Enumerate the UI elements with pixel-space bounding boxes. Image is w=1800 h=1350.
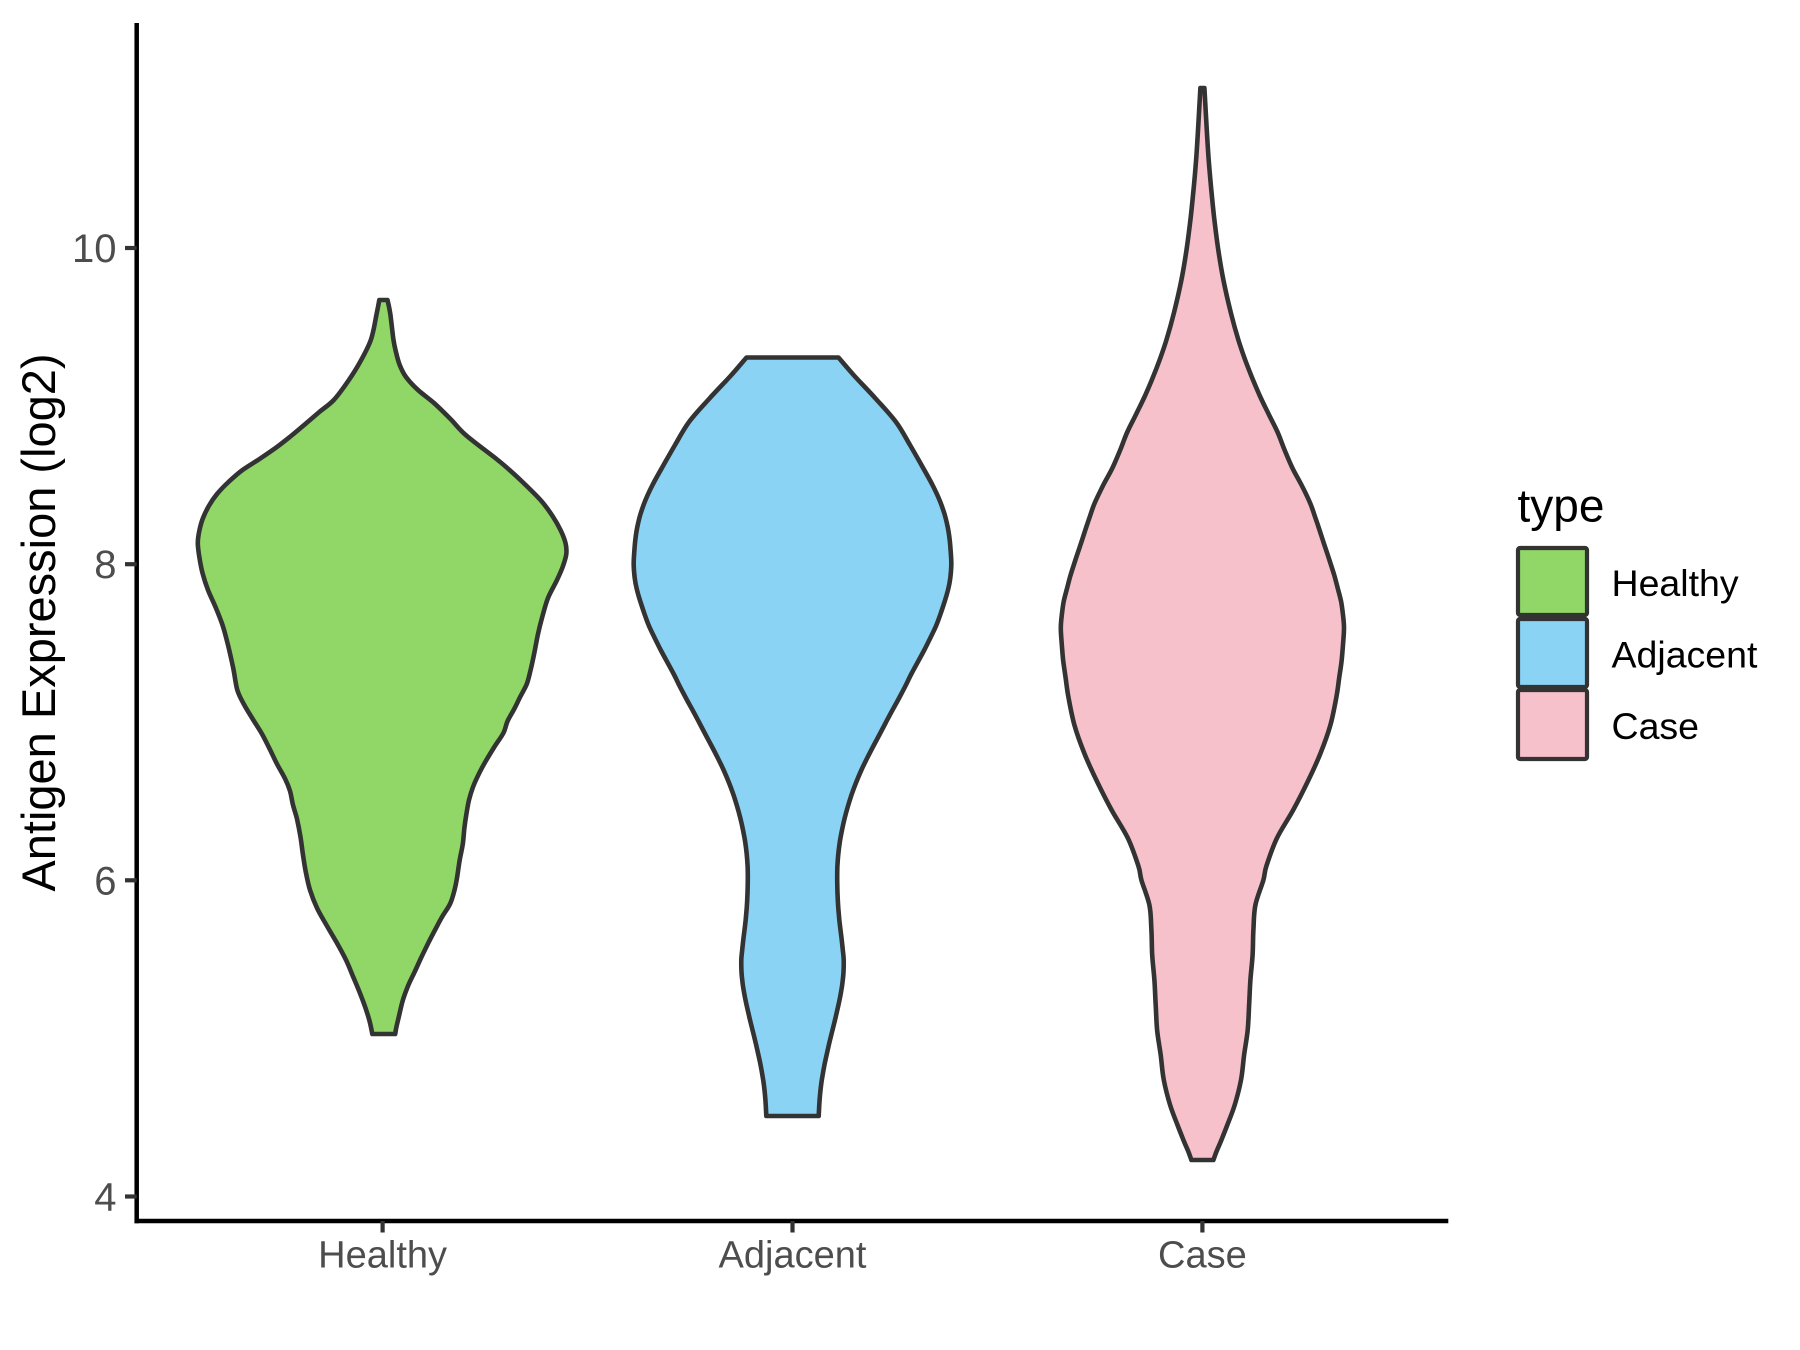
svg-text:Antigen Expression (log2): Antigen Expression (log2) [12, 353, 65, 891]
svg-text:6: 6 [94, 859, 116, 903]
svg-text:Case: Case [1158, 1235, 1247, 1277]
svg-text:10: 10 [72, 227, 117, 271]
svg-text:Adjacent: Adjacent [719, 1235, 867, 1277]
svg-text:type: type [1518, 479, 1605, 531]
svg-text:Case: Case [1612, 705, 1700, 747]
svg-text:4: 4 [94, 1176, 116, 1220]
svg-text:8: 8 [94, 543, 116, 587]
svg-text:Healthy: Healthy [1612, 562, 1739, 604]
svg-text:Healthy: Healthy [318, 1235, 447, 1277]
svg-text:Adjacent: Adjacent [1612, 634, 1759, 676]
